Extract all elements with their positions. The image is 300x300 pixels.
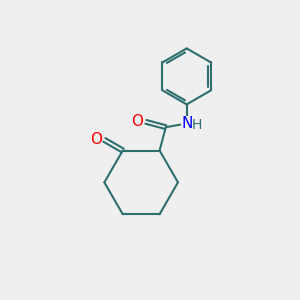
Text: O: O bbox=[132, 114, 144, 129]
Text: H: H bbox=[192, 118, 202, 132]
Text: N: N bbox=[181, 116, 192, 131]
Text: O: O bbox=[90, 132, 102, 147]
